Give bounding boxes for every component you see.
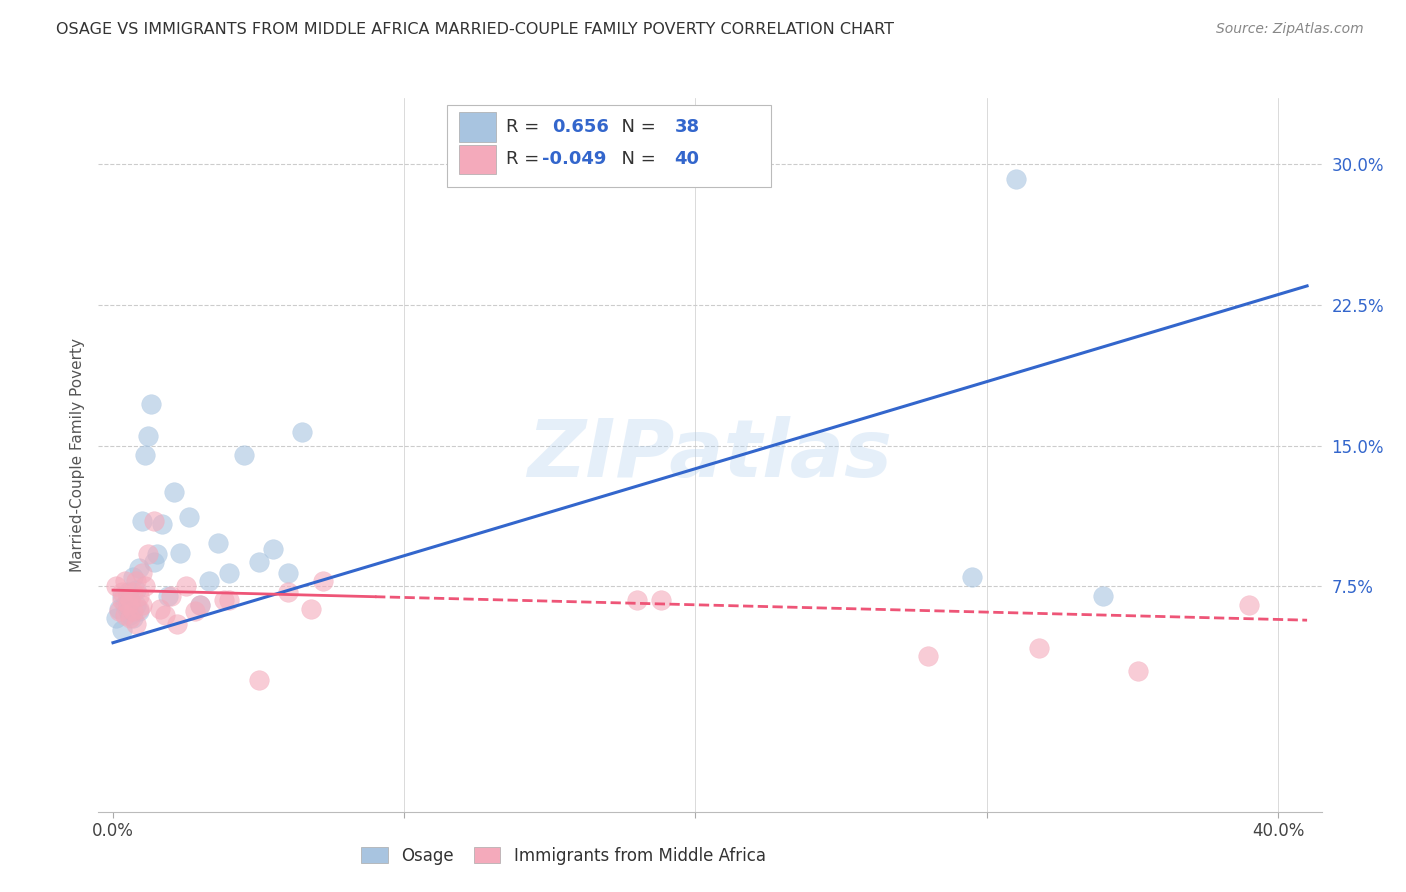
Point — [247, 555, 270, 569]
Text: Source: ZipAtlas.com: Source: ZipAtlas.com — [1216, 22, 1364, 37]
Point — [122, 585, 145, 599]
Point — [104, 579, 127, 593]
Point — [117, 589, 139, 603]
Text: N =: N = — [610, 151, 661, 169]
Point — [650, 592, 672, 607]
Text: -0.049: -0.049 — [543, 151, 607, 169]
Point — [122, 604, 145, 618]
Point — [114, 598, 136, 612]
Point — [1092, 589, 1115, 603]
Point — [122, 611, 145, 625]
Point — [166, 616, 188, 631]
Point — [207, 536, 229, 550]
FancyBboxPatch shape — [447, 105, 772, 187]
Point — [108, 604, 131, 618]
Point — [120, 592, 142, 607]
Point — [1237, 598, 1260, 612]
Point — [155, 607, 177, 622]
Point — [125, 574, 148, 588]
Text: 40: 40 — [675, 151, 700, 169]
Point — [125, 583, 148, 598]
Point — [1028, 641, 1050, 656]
Point — [917, 648, 939, 663]
Point — [111, 592, 134, 607]
Point — [125, 616, 148, 631]
Point — [212, 592, 235, 607]
Point — [128, 602, 150, 616]
Point — [142, 514, 165, 528]
Point — [142, 555, 165, 569]
Text: ZIPatlas: ZIPatlas — [527, 416, 893, 494]
Point — [160, 589, 183, 603]
Point — [626, 592, 648, 607]
Point — [131, 598, 153, 612]
Point — [169, 545, 191, 559]
Point — [291, 425, 314, 440]
Point — [128, 604, 150, 618]
Point — [174, 579, 197, 593]
Point — [152, 517, 174, 532]
Point — [111, 589, 134, 603]
Point — [104, 611, 127, 625]
Point — [131, 514, 153, 528]
Text: 38: 38 — [675, 119, 700, 136]
Point — [218, 592, 240, 607]
Point — [1128, 664, 1150, 678]
Y-axis label: Married-Couple Family Poverty: Married-Couple Family Poverty — [69, 338, 84, 572]
Point — [128, 560, 150, 574]
Point — [139, 397, 162, 411]
Point — [149, 602, 172, 616]
Point — [277, 585, 299, 599]
Point — [136, 548, 159, 562]
Point — [299, 602, 322, 616]
Point — [117, 604, 139, 618]
Point — [1004, 172, 1026, 186]
Text: 0.656: 0.656 — [553, 119, 609, 136]
FancyBboxPatch shape — [460, 145, 496, 175]
Point — [120, 607, 142, 622]
Point — [183, 604, 205, 618]
FancyBboxPatch shape — [460, 112, 496, 143]
Point — [120, 611, 142, 625]
Point — [218, 566, 240, 581]
Point — [117, 598, 139, 612]
Point — [111, 585, 134, 599]
Point — [157, 589, 180, 603]
Point — [247, 673, 270, 688]
Legend: Osage, Immigrants from Middle Africa: Osage, Immigrants from Middle Africa — [354, 840, 772, 871]
Point — [311, 574, 335, 588]
Point — [262, 541, 284, 556]
Point — [114, 607, 136, 622]
Point — [163, 485, 186, 500]
Point — [136, 429, 159, 443]
Point — [128, 589, 150, 603]
Point — [233, 448, 256, 462]
Text: N =: N = — [610, 119, 661, 136]
Point — [145, 548, 167, 562]
Text: OSAGE VS IMMIGRANTS FROM MIDDLE AFRICA MARRIED-COUPLE FAMILY POVERTY CORRELATION: OSAGE VS IMMIGRANTS FROM MIDDLE AFRICA M… — [56, 22, 894, 37]
Point — [131, 566, 153, 581]
Point — [198, 574, 221, 588]
Point — [125, 598, 148, 612]
Point — [134, 448, 156, 462]
Point — [111, 623, 134, 637]
Point — [134, 579, 156, 593]
Point — [188, 598, 212, 612]
Point — [188, 598, 212, 612]
Point — [108, 602, 131, 616]
Point — [177, 509, 200, 524]
Point — [120, 592, 142, 607]
Text: R =: R = — [506, 151, 544, 169]
Point — [114, 574, 136, 588]
Point — [122, 570, 145, 584]
Point — [117, 585, 139, 599]
Point — [277, 566, 299, 581]
Text: R =: R = — [506, 119, 544, 136]
Point — [960, 570, 983, 584]
